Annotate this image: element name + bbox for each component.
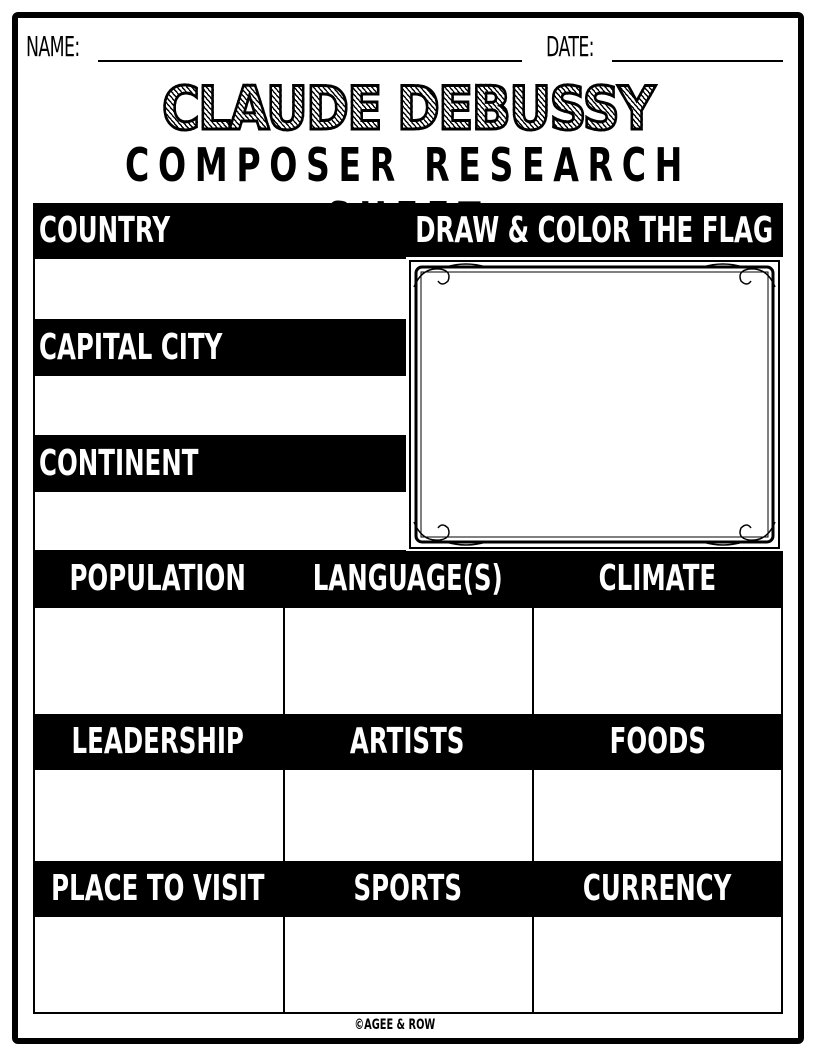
sports-field[interactable]	[283, 915, 534, 1014]
currency-header: CURRENCY	[532, 862, 783, 915]
artists-header: ARTISTS	[283, 715, 532, 768]
date-label: DATE:	[546, 30, 595, 63]
flag-drawing-area[interactable]	[406, 257, 783, 552]
population-field[interactable]	[33, 606, 285, 716]
artists-field[interactable]	[283, 768, 534, 863]
page-border	[12, 12, 804, 1044]
sports-header: SPORTS	[283, 862, 532, 915]
leadership-field[interactable]	[33, 768, 285, 863]
climate-header: CLIMATE	[532, 551, 783, 606]
page-title: CLAUDE DEBUSSY	[161, 73, 657, 146]
place-to-visit-field[interactable]	[33, 915, 285, 1014]
date-field[interactable]	[612, 60, 783, 62]
leadership-header: LEADERSHIP	[33, 715, 283, 768]
capital-city-field[interactable]	[33, 374, 408, 437]
flag-header: DRAW & COLOR THE FLAG	[406, 203, 783, 257]
ornate-frame-icon	[409, 260, 780, 549]
country-header: COUNTRY	[33, 203, 406, 257]
foods-field[interactable]	[532, 768, 783, 863]
capital-city-header: CAPITAL CITY	[33, 320, 406, 374]
foods-header: FOODS	[532, 715, 783, 768]
climate-field[interactable]	[532, 606, 783, 716]
languages-header: LANGUAGE(S)	[283, 551, 532, 606]
name-field[interactable]	[98, 60, 522, 62]
name-label: NAME:	[26, 30, 80, 63]
continent-field[interactable]	[33, 490, 408, 552]
population-header: POPULATION	[33, 551, 283, 606]
copyright-footer: ©AGEE & ROW	[354, 1017, 436, 1033]
languages-field[interactable]	[283, 606, 534, 716]
continent-header: CONTINENT	[33, 436, 406, 490]
currency-field[interactable]	[532, 915, 783, 1014]
place-to-visit-header: PLACE TO VISIT	[33, 862, 283, 915]
country-field[interactable]	[33, 257, 408, 321]
